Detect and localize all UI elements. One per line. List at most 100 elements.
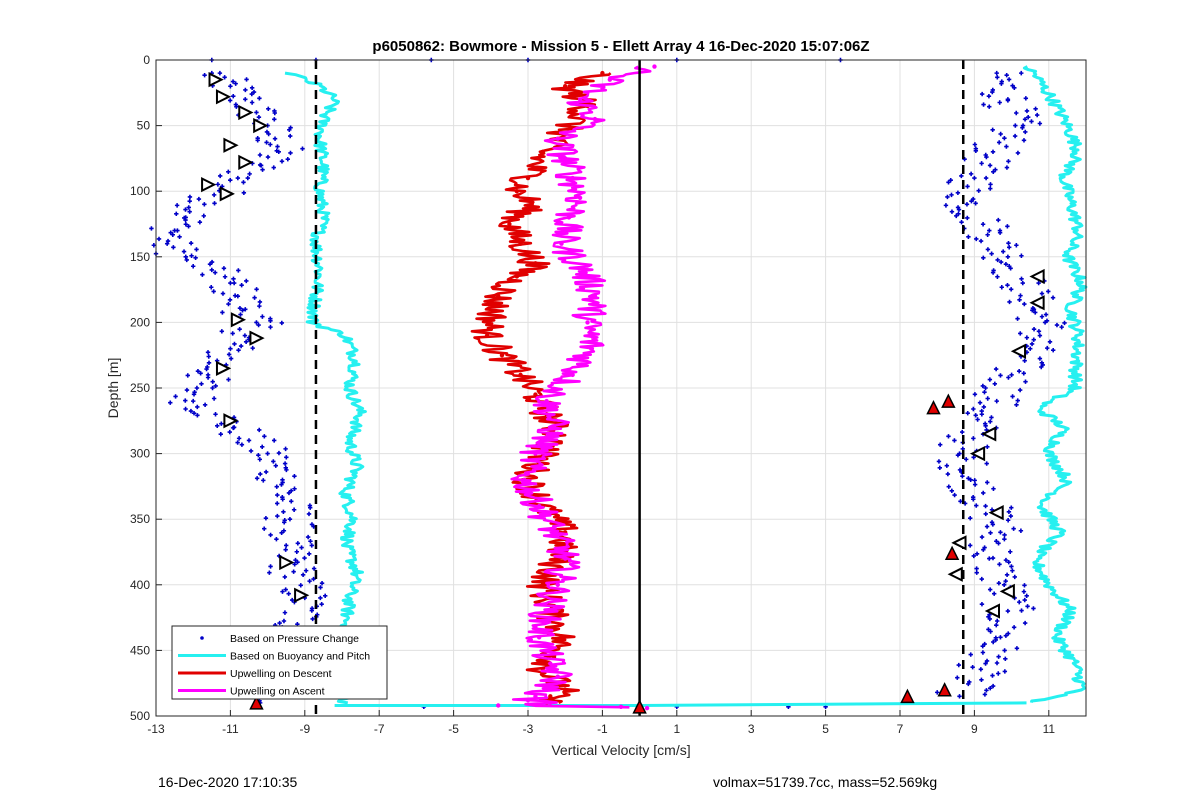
data-point-pressure (1062, 320, 1067, 326)
data-point-pressure (1006, 560, 1011, 565)
data-point-pressure (988, 530, 993, 536)
data-point-pressure (1036, 280, 1041, 286)
filled-triangle-marker (926, 400, 941, 415)
data-point-pressure (292, 562, 297, 567)
series-marker (607, 77, 613, 82)
data-point-pressure (280, 497, 285, 502)
data-point-pressure (273, 463, 278, 468)
data-point-pressure (981, 547, 986, 552)
data-point-pressure (990, 555, 996, 561)
data-point-pressure (995, 75, 1000, 80)
data-point-pressure (194, 247, 199, 252)
data-point-pressure (991, 169, 996, 174)
data-point-pressure (979, 412, 985, 417)
data-point-pressure (974, 551, 980, 557)
data-point-pressure (1003, 578, 1008, 584)
data-point-pressure (981, 404, 987, 410)
series-marker (518, 241, 523, 246)
data-point-pressure (281, 618, 287, 624)
data-point-pressure (974, 566, 979, 571)
open-triangle-marker (947, 566, 963, 582)
data-point-pressure (955, 675, 960, 680)
data-point-pressure (275, 144, 280, 149)
data-point-pressure (275, 492, 280, 498)
series-line-based-on-buoyancy-and-pitch (284, 71, 367, 705)
data-point-pressure (1006, 631, 1011, 636)
data-point-pressure (226, 377, 231, 382)
data-point-pressure (258, 471, 263, 477)
data-point-pressure (237, 306, 243, 311)
open-triangle-marker (988, 505, 1004, 521)
data-point-pressure (233, 81, 238, 86)
data-point-pressure (998, 131, 1003, 137)
data-point-pressure (1014, 110, 1019, 116)
series-marker (563, 556, 568, 561)
data-point-pressure (228, 280, 233, 286)
data-point-pressure (944, 463, 950, 468)
data-point-pressure (252, 295, 257, 300)
y-tick-label: 100 (130, 184, 150, 198)
data-point-pressure (239, 442, 245, 447)
data-point-pressure (183, 207, 188, 212)
data-point-pressure (977, 400, 983, 405)
data-point-pressure (215, 182, 221, 187)
series-marker (548, 661, 553, 666)
x-tick-label: -7 (374, 722, 385, 736)
data-point-pressure (1014, 402, 1019, 407)
y-axis-label: Depth [m] (105, 358, 121, 419)
x-tick-label: 3 (748, 722, 755, 736)
data-point-pressure (959, 173, 964, 179)
data-point-pressure (1002, 135, 1007, 141)
data-point-pressure (1008, 549, 1013, 554)
data-point-pressure (990, 270, 996, 275)
data-point-pressure (981, 102, 986, 107)
data-point-pressure (189, 253, 194, 258)
data-point-pressure (990, 127, 995, 132)
data-point-pressure (266, 106, 271, 112)
data-point-pressure (212, 201, 217, 206)
x-tick-label: -9 (299, 722, 310, 736)
data-point-pressure (1005, 97, 1011, 102)
data-point-pressure (322, 593, 328, 599)
data-point-pressure (295, 541, 301, 546)
data-point-pressure (256, 115, 262, 120)
data-point-pressure (226, 352, 232, 357)
data-point-pressure (984, 658, 990, 664)
data-point-pressure (202, 402, 208, 407)
data-point-pressure (1015, 316, 1020, 321)
data-point-pressure (227, 297, 233, 303)
data-point-pressure (1037, 121, 1043, 126)
data-point-pressure (219, 421, 224, 426)
open-triangle-marker (951, 535, 967, 551)
data-point-pressure (222, 75, 227, 80)
data-point-pressure (211, 396, 217, 401)
series-marker (563, 687, 568, 692)
open-triangle-marker (219, 186, 235, 202)
data-point-pressure (1028, 346, 1033, 351)
data-point-pressure (228, 346, 233, 351)
series-marker (570, 175, 575, 181)
open-triangle-marker (1010, 343, 1027, 359)
data-point-pressure (1022, 597, 1027, 603)
data-point-pressure (1050, 295, 1056, 300)
data-point-pressure (283, 547, 288, 552)
open-triangle-marker (215, 360, 232, 376)
data-point-pressure (971, 553, 976, 559)
data-point-pressure (194, 385, 200, 391)
data-point-pressure (235, 175, 241, 181)
data-point-pressure (997, 562, 1002, 567)
y-tick-label: 50 (137, 119, 151, 133)
data-point-pressure (1003, 557, 1009, 563)
data-point-pressure (1039, 314, 1045, 319)
data-point-pressure (188, 408, 194, 414)
data-point-pressure (272, 136, 278, 141)
data-point-pressure (263, 469, 269, 475)
data-point-pressure (292, 473, 297, 479)
data-point-pressure (249, 91, 254, 97)
data-point-pressure (979, 576, 984, 582)
data-point-pressure (945, 194, 950, 200)
y-tick-label: 0 (143, 53, 150, 67)
data-point-pressure (1024, 593, 1029, 599)
data-point-pressure (958, 499, 963, 504)
data-point-pressure (311, 576, 316, 582)
